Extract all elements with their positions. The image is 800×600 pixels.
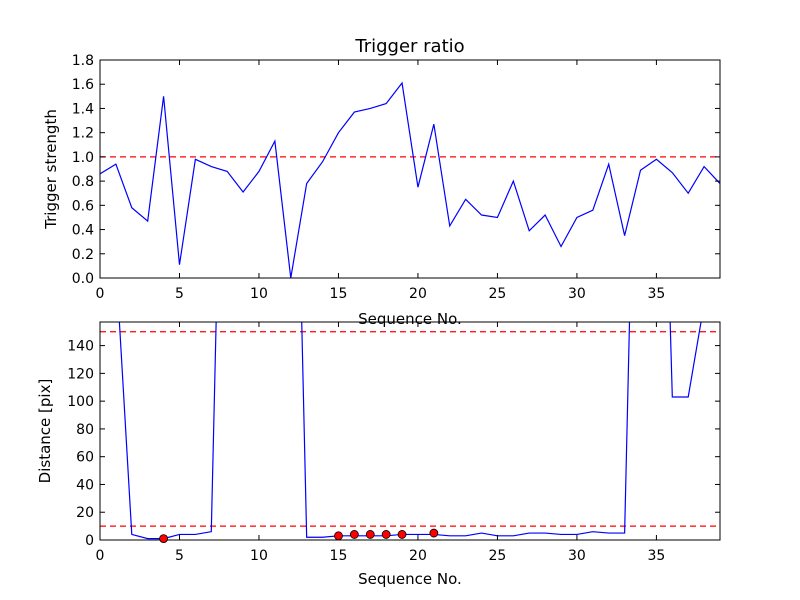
x-tick-label: 30 [568, 286, 586, 302]
x-tick-label: 30 [568, 548, 586, 564]
axes-frame [99, 59, 721, 279]
distance-chart: 0 5 10 15 20 25 30 35 0 20 40 60 80 100 120 140 Sequenc… [36, 321, 721, 588]
data-point-marker [397, 530, 407, 539]
plot-area [100, 322, 720, 540]
y-tick-label: 1.8 [72, 53, 94, 69]
y-tick-label: 0 [85, 533, 94, 549]
y-tick-label: 60 [76, 450, 94, 466]
x-tick-label: 5 [175, 286, 184, 302]
y-tick-label: 1.4 [72, 101, 94, 117]
axes-frame [99, 321, 721, 541]
y-tick-label: 20 [76, 505, 94, 521]
x-tick-label: 10 [250, 286, 268, 302]
x-tick-label: 0 [96, 548, 105, 564]
data-point-marker [349, 530, 359, 539]
x-tick-label: 15 [330, 286, 348, 302]
x-tick-label: 5 [175, 548, 184, 564]
data-point-marker [159, 534, 168, 544]
data-point-marker [365, 530, 375, 539]
data-point-marker [381, 530, 391, 539]
y-tick-label: 80 [76, 422, 94, 438]
plot-area [100, 81, 720, 278]
y-tick-label: 100 [67, 394, 94, 410]
chart-title: Trigger ratio [354, 36, 464, 57]
y-tick-label: 40 [76, 477, 94, 493]
y-tick-label: 0.4 [72, 223, 94, 239]
x-tick-label: 20 [409, 548, 427, 564]
x-tick-label: 25 [489, 286, 507, 302]
y-tick-label: 0.0 [72, 271, 94, 287]
trigger-ratio-chart: Trigger ratio 0 5 10 15 20 25 30 35 0.0 0.2 0.4 0.6… [42, 36, 721, 328]
y-axis-label: Distance [pix] [36, 379, 54, 484]
data-point-marker [429, 528, 439, 538]
y-axis-label: Trigger strength [42, 109, 60, 230]
x-axis-label: Sequence No. [358, 310, 462, 328]
ticks: 0 5 10 15 20 25 30 35 0 20 40 60 80 100 120 140 [67, 322, 720, 564]
x-tick-label: 35 [647, 286, 665, 302]
y-tick-label: 1.6 [72, 77, 94, 93]
y-tick-label: 140 [67, 339, 94, 355]
ticks: 0 5 10 15 20 25 30 35 0.0 0.2 0.4 0.6 0.8 1.0 1.2 1.4 1.… [72, 53, 720, 302]
x-tick-label: 25 [489, 548, 507, 564]
y-tick-label: 0.6 [72, 198, 94, 214]
x-tick-label: 15 [330, 548, 348, 564]
y-tick-label: 0.8 [72, 174, 94, 190]
y-tick-label: 120 [67, 366, 94, 382]
y-tick-label: 0.2 [72, 247, 94, 263]
x-tick-label: 35 [647, 548, 665, 564]
y-tick-label: 1.2 [72, 126, 94, 142]
data-point-marker [334, 531, 343, 541]
x-tick-label: 20 [409, 286, 427, 302]
x-tick-label: 10 [250, 548, 268, 564]
x-axis-label: Sequence No. [358, 570, 462, 588]
series-line-0 [100, 81, 720, 278]
x-tick-label: 0 [96, 286, 105, 302]
y-tick-label: 1.0 [72, 150, 94, 166]
series-line-0 [118, 322, 702, 540]
